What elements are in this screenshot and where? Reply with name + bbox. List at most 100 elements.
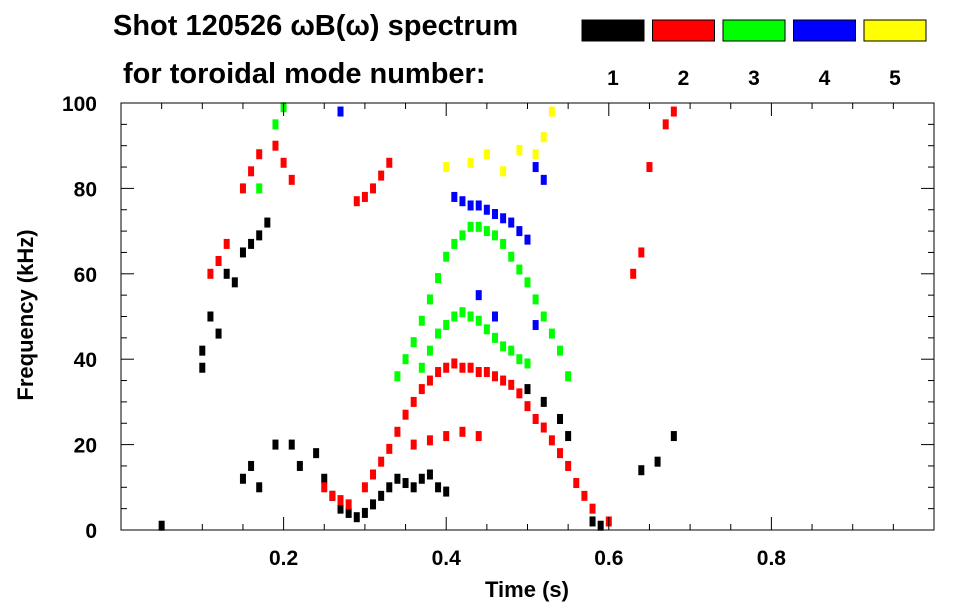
chart-subtitle: for toroidal mode number: xyxy=(123,58,486,90)
mode-2-mark-42 xyxy=(557,448,564,459)
mode-2-mark-46 xyxy=(589,503,596,514)
legend-swatch-5 xyxy=(863,19,927,42)
mode-2-mark-55 xyxy=(646,162,653,173)
mode-2-mark-52 xyxy=(475,431,482,442)
mode-4-mark-9 xyxy=(524,234,531,245)
plot-frame xyxy=(120,102,935,531)
mode-3-mark-10 xyxy=(451,238,458,249)
mode-2-mark-39 xyxy=(532,413,539,424)
mode-2-mark-16 xyxy=(337,495,344,506)
mode-3-mark-0 xyxy=(256,183,263,194)
mode-2-mark-37 xyxy=(516,388,523,399)
mode-2-mark-18 xyxy=(361,482,368,493)
x-tick-label: 0.2 xyxy=(269,547,298,570)
mode-2-mark-36 xyxy=(508,379,515,390)
mode-2-mark-43 xyxy=(565,460,572,471)
mode-3-mark-34 xyxy=(491,332,498,343)
mode-2-mark-29 xyxy=(451,358,458,369)
mode-1-mark-21 xyxy=(353,512,360,523)
mode-3-mark-30 xyxy=(459,307,466,318)
mode-2-mark-9 xyxy=(353,196,360,207)
mode-2-mark-26 xyxy=(426,375,433,386)
mode-3-mark-11 xyxy=(459,230,466,241)
mode-2-mark-21 xyxy=(386,443,393,454)
mode-4-mark-14 xyxy=(532,320,539,331)
mode-4-mark-0 xyxy=(451,191,458,202)
plot-area xyxy=(158,102,677,531)
mode-1-mark-7 xyxy=(248,238,255,249)
mode-1-mark-27 xyxy=(402,478,409,489)
mode-2-mark-30 xyxy=(459,362,466,373)
y-tick-label: 100 xyxy=(62,93,97,116)
mode-3-mark-15 xyxy=(491,230,498,241)
axes: 0 20 40 60 80 100 0.2 0.4 0.6 0.8 xyxy=(62,93,935,570)
mode-3-mark-36 xyxy=(508,345,515,356)
mode-2-mark-22 xyxy=(394,426,401,437)
mode-2-mark-48 xyxy=(410,439,417,450)
mode-1-mark-41 xyxy=(670,431,677,442)
mode-1-mark-26 xyxy=(394,473,401,484)
y-tick-label: 40 xyxy=(74,349,97,372)
mode-3-mark-17 xyxy=(508,251,515,262)
mode-3-mark-37 xyxy=(516,354,523,365)
mode-1-mark-15 xyxy=(296,460,303,471)
mode-1-mark-12 xyxy=(256,482,263,493)
mode-1-mark-8 xyxy=(256,230,263,241)
mode-3-mark-12 xyxy=(467,221,474,232)
mode-2-mark-41 xyxy=(548,435,555,446)
mode-4-mark-1 xyxy=(459,196,466,207)
legend-label-2: 2 xyxy=(678,67,690,90)
mode-2-mark-45 xyxy=(581,490,588,501)
mode-2-mark-5 xyxy=(256,149,263,160)
mode-3-mark-22 xyxy=(548,328,555,339)
mode-2-mark-3 xyxy=(239,183,246,194)
legend-swatch-1 xyxy=(581,19,645,42)
mode-2-mark-57 xyxy=(670,106,677,117)
mode-3-mark-24 xyxy=(565,371,572,382)
mode-2-mark-32 xyxy=(475,367,482,378)
mode-2-mark-44 xyxy=(573,478,580,489)
chart-title: Shot 120526 ωB(ω) spectrum xyxy=(113,10,518,42)
mode-2-mark-0 xyxy=(207,268,214,279)
mode-4-mark-13 xyxy=(491,311,498,322)
mode-1-mark-31 xyxy=(435,482,442,493)
legend-label-5: 5 xyxy=(889,67,901,90)
mode-2-mark-50 xyxy=(443,431,450,442)
mode-2-mark-56 xyxy=(662,119,669,130)
mode-2-mark-2 xyxy=(223,238,230,249)
mode-2-mark-49 xyxy=(426,435,433,446)
mode-3-mark-38 xyxy=(524,358,531,369)
mode-1-mark-37 xyxy=(589,516,596,527)
mode-5-mark-0 xyxy=(443,162,450,173)
mode-1-mark-20 xyxy=(345,507,352,518)
mode-4-mark-4 xyxy=(483,204,490,215)
mode-1-mark-35 xyxy=(557,413,564,424)
mode-3-mark-21 xyxy=(540,311,547,322)
mode-3-mark-5 xyxy=(410,337,417,348)
mode-1-mark-11 xyxy=(248,460,255,471)
mode-4-mark-6 xyxy=(500,213,507,224)
mode-1-mark-30 xyxy=(426,469,433,480)
mode-3-mark-6 xyxy=(418,315,425,326)
x-tick-label: 0.8 xyxy=(757,547,787,570)
mode-4-mark-10 xyxy=(532,162,539,173)
mode-1-mark-13 xyxy=(272,439,279,450)
mode-1-mark-3 xyxy=(199,362,206,373)
mode-2-mark-23 xyxy=(402,409,409,420)
mode-2-mark-24 xyxy=(410,396,417,407)
mode-1-mark-40 xyxy=(654,456,661,467)
mode-1-mark-0 xyxy=(199,345,206,356)
mode-1-mark-39 xyxy=(638,465,645,476)
mode-5-mark-7 xyxy=(548,106,555,117)
mode-2-mark-8 xyxy=(288,174,295,185)
mode-2-mark-12 xyxy=(378,170,385,181)
mode-1-mark-2 xyxy=(215,328,222,339)
mode-3-mark-20 xyxy=(532,294,539,305)
mode-2-mark-20 xyxy=(378,456,385,467)
mode-1-mark-19 xyxy=(337,503,344,514)
mode-3-mark-18 xyxy=(516,264,523,275)
mode-1-mark-25 xyxy=(386,482,393,493)
mode-1-mark-38 xyxy=(597,520,604,531)
mode-2-mark-6 xyxy=(272,140,279,151)
mode-5-mark-1 xyxy=(467,157,474,168)
